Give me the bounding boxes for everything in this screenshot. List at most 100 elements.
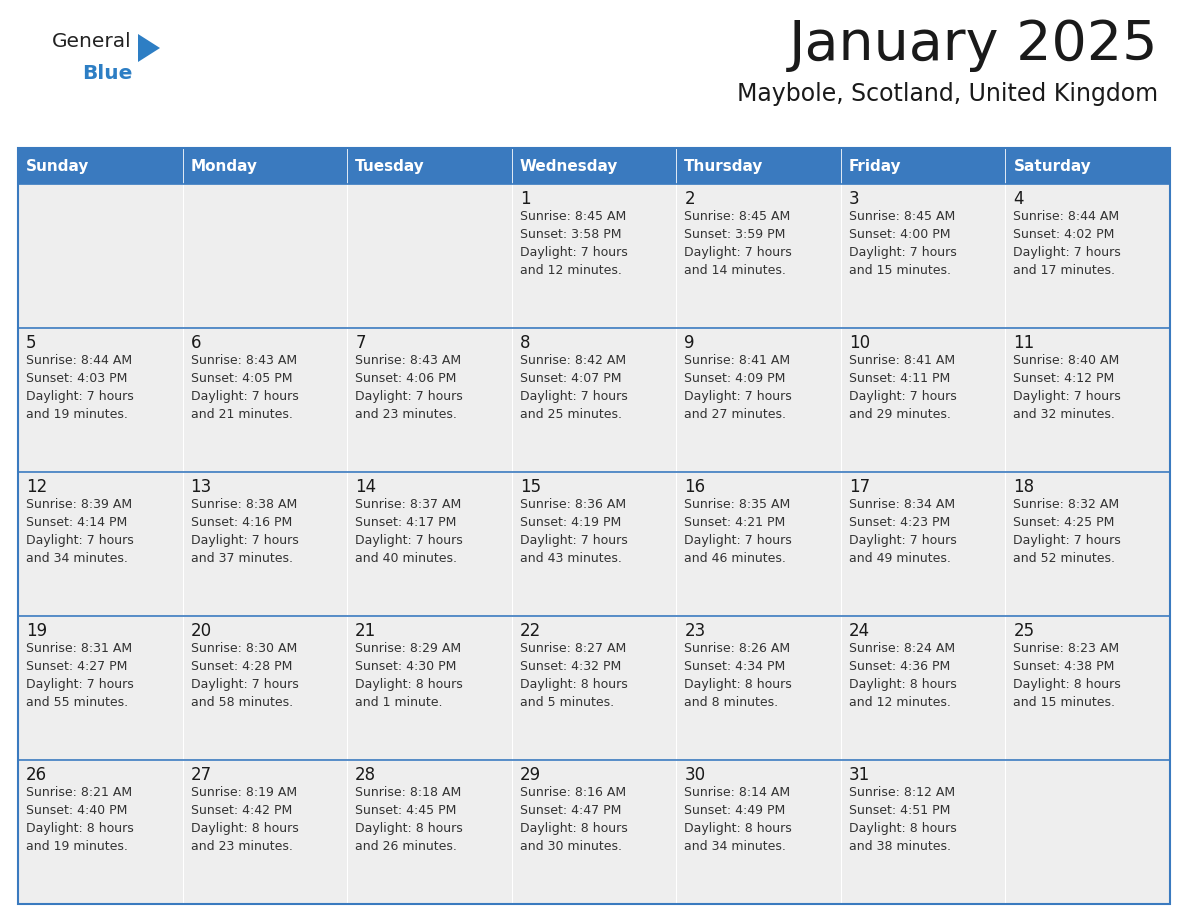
- Text: 10: 10: [849, 334, 870, 352]
- Text: Sunrise: 8:45 AM
Sunset: 3:59 PM
Daylight: 7 hours
and 14 minutes.: Sunrise: 8:45 AM Sunset: 3:59 PM Dayligh…: [684, 210, 792, 277]
- Text: Sunrise: 8:21 AM
Sunset: 4:40 PM
Daylight: 8 hours
and 19 minutes.: Sunrise: 8:21 AM Sunset: 4:40 PM Dayligh…: [26, 786, 134, 853]
- Bar: [347, 760, 512, 904]
- Text: Sunrise: 8:44 AM
Sunset: 4:03 PM
Daylight: 7 hours
and 19 minutes.: Sunrise: 8:44 AM Sunset: 4:03 PM Dayligh…: [26, 354, 134, 421]
- Bar: [841, 472, 1005, 616]
- Bar: [512, 472, 676, 616]
- Bar: [18, 184, 183, 328]
- Text: Blue: Blue: [82, 64, 132, 83]
- Text: Friday: Friday: [849, 159, 902, 174]
- Bar: [512, 616, 676, 760]
- Text: Monday: Monday: [190, 159, 258, 174]
- Text: Wednesday: Wednesday: [519, 159, 618, 174]
- Text: 2: 2: [684, 190, 695, 208]
- Text: 5: 5: [26, 334, 37, 352]
- Text: Sunrise: 8:39 AM
Sunset: 4:14 PM
Daylight: 7 hours
and 34 minutes.: Sunrise: 8:39 AM Sunset: 4:14 PM Dayligh…: [26, 498, 134, 565]
- Text: Sunrise: 8:42 AM
Sunset: 4:07 PM
Daylight: 7 hours
and 25 minutes.: Sunrise: 8:42 AM Sunset: 4:07 PM Dayligh…: [519, 354, 627, 421]
- Bar: [347, 472, 512, 616]
- Bar: [1005, 616, 1170, 760]
- Text: Sunrise: 8:35 AM
Sunset: 4:21 PM
Daylight: 7 hours
and 46 minutes.: Sunrise: 8:35 AM Sunset: 4:21 PM Dayligh…: [684, 498, 792, 565]
- Text: Sunrise: 8:43 AM
Sunset: 4:06 PM
Daylight: 7 hours
and 23 minutes.: Sunrise: 8:43 AM Sunset: 4:06 PM Dayligh…: [355, 354, 463, 421]
- Bar: [676, 472, 841, 616]
- Text: 8: 8: [519, 334, 530, 352]
- Text: 25: 25: [1013, 622, 1035, 640]
- Bar: [347, 328, 512, 472]
- Text: 29: 29: [519, 766, 541, 784]
- Bar: [347, 148, 512, 184]
- Bar: [841, 328, 1005, 472]
- Bar: [512, 328, 676, 472]
- Text: 3: 3: [849, 190, 859, 208]
- Bar: [841, 184, 1005, 328]
- Text: 20: 20: [190, 622, 211, 640]
- Text: 26: 26: [26, 766, 48, 784]
- Bar: [18, 148, 183, 184]
- Text: Tuesday: Tuesday: [355, 159, 425, 174]
- Text: Sunday: Sunday: [26, 159, 89, 174]
- Text: 13: 13: [190, 478, 211, 496]
- Text: 16: 16: [684, 478, 706, 496]
- Bar: [18, 472, 183, 616]
- Text: Sunrise: 8:23 AM
Sunset: 4:38 PM
Daylight: 8 hours
and 15 minutes.: Sunrise: 8:23 AM Sunset: 4:38 PM Dayligh…: [1013, 642, 1121, 709]
- Text: 31: 31: [849, 766, 870, 784]
- Bar: [1005, 148, 1170, 184]
- Text: 23: 23: [684, 622, 706, 640]
- Bar: [1005, 760, 1170, 904]
- Text: 21: 21: [355, 622, 377, 640]
- Text: 28: 28: [355, 766, 377, 784]
- Text: 6: 6: [190, 334, 201, 352]
- Bar: [183, 616, 347, 760]
- Bar: [512, 184, 676, 328]
- Bar: [841, 148, 1005, 184]
- Text: January 2025: January 2025: [789, 18, 1158, 72]
- Text: 27: 27: [190, 766, 211, 784]
- Text: 4: 4: [1013, 190, 1024, 208]
- Bar: [841, 760, 1005, 904]
- Text: Sunrise: 8:45 AM
Sunset: 4:00 PM
Daylight: 7 hours
and 15 minutes.: Sunrise: 8:45 AM Sunset: 4:00 PM Dayligh…: [849, 210, 956, 277]
- Text: 11: 11: [1013, 334, 1035, 352]
- Text: Sunrise: 8:43 AM
Sunset: 4:05 PM
Daylight: 7 hours
and 21 minutes.: Sunrise: 8:43 AM Sunset: 4:05 PM Dayligh…: [190, 354, 298, 421]
- Text: 15: 15: [519, 478, 541, 496]
- Bar: [183, 760, 347, 904]
- Bar: [183, 148, 347, 184]
- Text: Sunrise: 8:41 AM
Sunset: 4:11 PM
Daylight: 7 hours
and 29 minutes.: Sunrise: 8:41 AM Sunset: 4:11 PM Dayligh…: [849, 354, 956, 421]
- Text: Sunrise: 8:27 AM
Sunset: 4:32 PM
Daylight: 8 hours
and 5 minutes.: Sunrise: 8:27 AM Sunset: 4:32 PM Dayligh…: [519, 642, 627, 709]
- Bar: [1005, 472, 1170, 616]
- Text: 9: 9: [684, 334, 695, 352]
- Text: 19: 19: [26, 622, 48, 640]
- Text: 24: 24: [849, 622, 870, 640]
- Text: 22: 22: [519, 622, 541, 640]
- Bar: [18, 616, 183, 760]
- Text: Sunrise: 8:16 AM
Sunset: 4:47 PM
Daylight: 8 hours
and 30 minutes.: Sunrise: 8:16 AM Sunset: 4:47 PM Dayligh…: [519, 786, 627, 853]
- Text: Thursday: Thursday: [684, 159, 764, 174]
- Text: 1: 1: [519, 190, 530, 208]
- Bar: [676, 760, 841, 904]
- Text: Sunrise: 8:44 AM
Sunset: 4:02 PM
Daylight: 7 hours
and 17 minutes.: Sunrise: 8:44 AM Sunset: 4:02 PM Dayligh…: [1013, 210, 1121, 277]
- Bar: [347, 184, 512, 328]
- Text: Sunrise: 8:38 AM
Sunset: 4:16 PM
Daylight: 7 hours
and 37 minutes.: Sunrise: 8:38 AM Sunset: 4:16 PM Dayligh…: [190, 498, 298, 565]
- Bar: [18, 148, 1170, 904]
- Text: Sunrise: 8:45 AM
Sunset: 3:58 PM
Daylight: 7 hours
and 12 minutes.: Sunrise: 8:45 AM Sunset: 3:58 PM Dayligh…: [519, 210, 627, 277]
- Text: Sunrise: 8:31 AM
Sunset: 4:27 PM
Daylight: 7 hours
and 55 minutes.: Sunrise: 8:31 AM Sunset: 4:27 PM Dayligh…: [26, 642, 134, 709]
- Text: Sunrise: 8:12 AM
Sunset: 4:51 PM
Daylight: 8 hours
and 38 minutes.: Sunrise: 8:12 AM Sunset: 4:51 PM Dayligh…: [849, 786, 956, 853]
- Bar: [512, 760, 676, 904]
- Text: Sunrise: 8:18 AM
Sunset: 4:45 PM
Daylight: 8 hours
and 26 minutes.: Sunrise: 8:18 AM Sunset: 4:45 PM Dayligh…: [355, 786, 463, 853]
- Bar: [1005, 328, 1170, 472]
- Bar: [183, 184, 347, 328]
- Text: Saturday: Saturday: [1013, 159, 1092, 174]
- Text: 30: 30: [684, 766, 706, 784]
- Text: Sunrise: 8:40 AM
Sunset: 4:12 PM
Daylight: 7 hours
and 32 minutes.: Sunrise: 8:40 AM Sunset: 4:12 PM Dayligh…: [1013, 354, 1121, 421]
- Bar: [183, 328, 347, 472]
- Bar: [676, 148, 841, 184]
- Text: Sunrise: 8:34 AM
Sunset: 4:23 PM
Daylight: 7 hours
and 49 minutes.: Sunrise: 8:34 AM Sunset: 4:23 PM Dayligh…: [849, 498, 956, 565]
- Text: 14: 14: [355, 478, 377, 496]
- Text: Sunrise: 8:26 AM
Sunset: 4:34 PM
Daylight: 8 hours
and 8 minutes.: Sunrise: 8:26 AM Sunset: 4:34 PM Dayligh…: [684, 642, 792, 709]
- Text: Sunrise: 8:14 AM
Sunset: 4:49 PM
Daylight: 8 hours
and 34 minutes.: Sunrise: 8:14 AM Sunset: 4:49 PM Dayligh…: [684, 786, 792, 853]
- Text: Sunrise: 8:19 AM
Sunset: 4:42 PM
Daylight: 8 hours
and 23 minutes.: Sunrise: 8:19 AM Sunset: 4:42 PM Dayligh…: [190, 786, 298, 853]
- Bar: [841, 616, 1005, 760]
- Text: 18: 18: [1013, 478, 1035, 496]
- Bar: [347, 616, 512, 760]
- Bar: [512, 148, 676, 184]
- Text: Sunrise: 8:36 AM
Sunset: 4:19 PM
Daylight: 7 hours
and 43 minutes.: Sunrise: 8:36 AM Sunset: 4:19 PM Dayligh…: [519, 498, 627, 565]
- Bar: [676, 616, 841, 760]
- Polygon shape: [138, 34, 160, 62]
